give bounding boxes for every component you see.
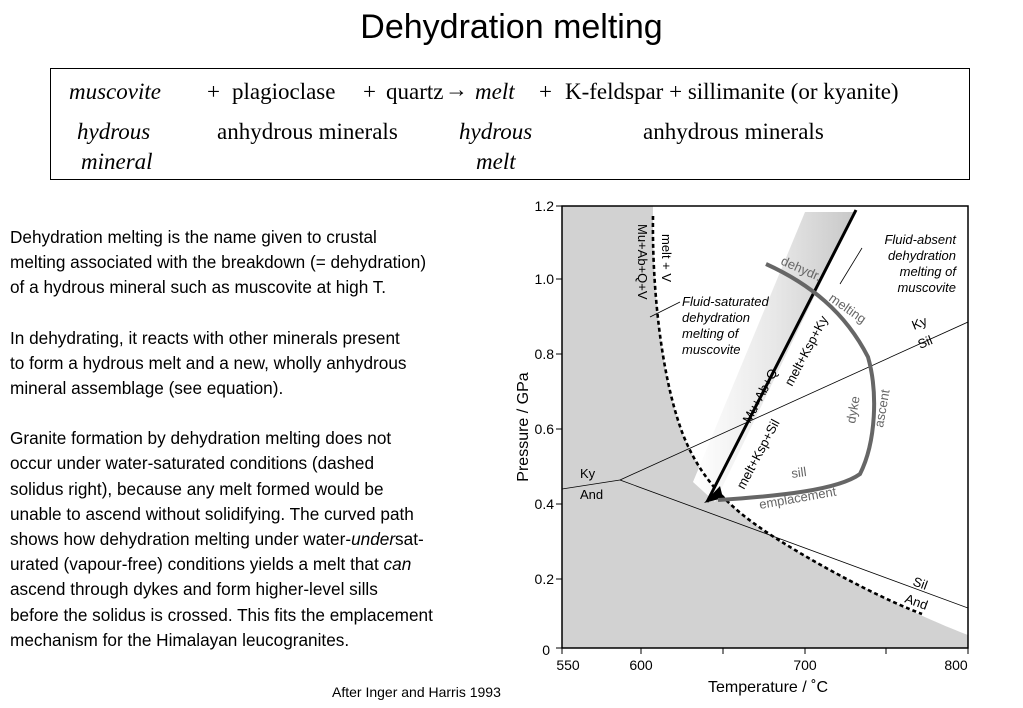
emphasis-under: under xyxy=(351,529,396,550)
water-saturated-solidus-dashed xyxy=(651,215,923,616)
reaction-equation-box: muscovite + plagioclase + quartz → melt … xyxy=(50,68,970,180)
y-tick-1.0: 1.0 xyxy=(535,271,555,287)
label-and-left: And xyxy=(580,487,603,502)
melt-absent-field-shading xyxy=(562,206,968,648)
equation-plus: + xyxy=(363,79,376,104)
label-melt-v: melt + V xyxy=(659,234,674,282)
label-mu-ab-q-v: Mu+Ab+Q+V xyxy=(635,224,650,300)
source-credit: After Inger and Harris 1993 xyxy=(332,684,501,700)
label-ky-right: Ky xyxy=(910,313,930,333)
label-hydrous-melt: hydrous xyxy=(459,119,533,144)
y-tick-0.6: 0.6 xyxy=(535,421,555,437)
label-dyke: dyke xyxy=(843,395,863,425)
x-tick-800: 800 xyxy=(944,657,968,673)
equation-melt: melt xyxy=(475,79,515,104)
y-tick-1.2: 1.2 xyxy=(535,198,555,214)
paragraph-2: In dehydrating, it reacts with other min… xyxy=(10,327,407,399)
equation-plagioclase: plagioclase xyxy=(232,79,336,104)
x-tick-550: 550 xyxy=(556,657,580,673)
paragraph-3: Granite formation by dehydration melting… xyxy=(10,428,433,650)
fluid-absent-reaction-line xyxy=(705,209,858,503)
label-sil-bottom: Sil xyxy=(911,574,930,593)
x-tick-600: 600 xyxy=(629,657,653,673)
label-fluid-absent: dehydration xyxy=(888,248,956,263)
label-emplacement: emplacement xyxy=(758,484,838,512)
y-tick-0.8: 0.8 xyxy=(535,346,555,362)
x-axis xyxy=(561,648,969,654)
label-hydrous-mineral: hydrous xyxy=(77,119,151,144)
label-and-bottom: And xyxy=(903,591,930,613)
y-axis-label: Pressure / GPa xyxy=(515,372,532,481)
label-fluid-saturated: muscovite xyxy=(682,342,741,357)
reaction-arrow: → xyxy=(445,77,468,102)
page-title: Dehydration melting xyxy=(360,8,663,46)
label-fluid-saturated: Fluid-saturated xyxy=(682,294,769,309)
ky-sil-boundary-line xyxy=(619,321,968,481)
paragraph-1: Dehydration melting is the name given to… xyxy=(10,227,427,298)
equation-quartz: quartz xyxy=(386,79,444,104)
label-fluid-absent: melting of xyxy=(900,264,958,279)
label-fluid-saturated: dehydration xyxy=(682,310,750,325)
plot-frame xyxy=(561,205,969,649)
equation-plus: + xyxy=(539,79,552,104)
ky-and-boundary-line xyxy=(562,479,621,490)
melt-pt-path xyxy=(717,262,877,502)
explanation-text: Dehydration melting is the name given to… xyxy=(10,225,530,678)
sil-and-boundary-line xyxy=(619,479,968,609)
leader-line xyxy=(649,301,681,318)
y-tick-0.2: 0.2 xyxy=(535,571,555,587)
pt-phase-diagram: 550 600 700 800 Temperature / ˚C 0 0.2 0… xyxy=(515,198,969,696)
label-fluid-absent: Fluid-absent xyxy=(884,232,957,247)
fluid-absent-reaction-band xyxy=(693,212,855,502)
label-ky-left: Ky xyxy=(580,466,596,481)
leader-line xyxy=(839,247,863,285)
y-tick-0.4: 0.4 xyxy=(535,496,555,512)
equation-muscovite: muscovite xyxy=(69,79,161,104)
label-sill: sill xyxy=(790,464,807,481)
label-fluid-absent: muscovite xyxy=(897,280,956,295)
y-tick-0: 0 xyxy=(542,642,550,658)
emphasis-can: can xyxy=(383,554,412,575)
x-axis-label: Temperature / ˚C xyxy=(708,679,828,696)
x-tick-700: 700 xyxy=(793,657,817,673)
y-axis xyxy=(556,205,562,649)
label-anhydrous-minerals-right: anhydrous minerals xyxy=(643,119,824,144)
label-melt: melt xyxy=(476,149,516,174)
label-sil-right: Sil xyxy=(916,332,935,351)
equation-products: K-feldspar + sillimanite (or kyanite) xyxy=(565,79,899,104)
label-mineral: mineral xyxy=(81,149,153,174)
equation-plus: + xyxy=(207,79,220,104)
label-anhydrous-minerals-left: anhydrous minerals xyxy=(217,119,398,144)
label-ascent: ascent xyxy=(871,388,892,429)
label-fluid-saturated: melting of xyxy=(682,326,740,341)
